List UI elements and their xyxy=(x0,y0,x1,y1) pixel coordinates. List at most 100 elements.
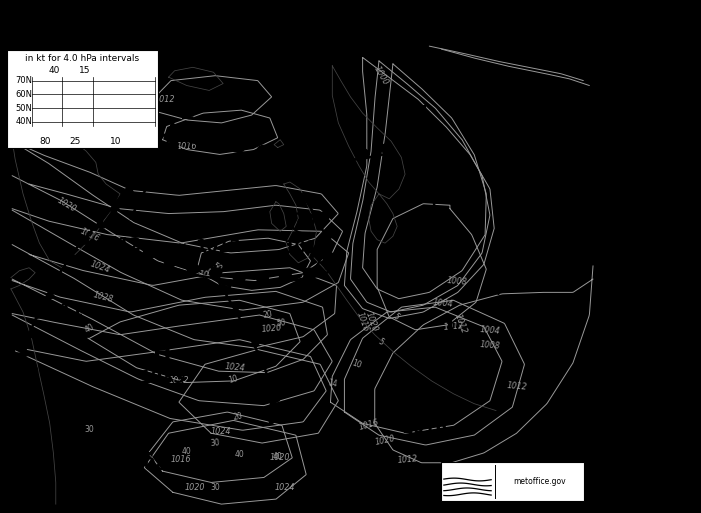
Text: 1016: 1016 xyxy=(170,456,191,464)
Polygon shape xyxy=(139,193,149,203)
Polygon shape xyxy=(433,227,442,236)
Text: 1020: 1020 xyxy=(198,270,220,281)
Text: H: H xyxy=(509,75,528,95)
Text: metoffice.gov: metoffice.gov xyxy=(513,478,566,486)
Circle shape xyxy=(282,148,294,158)
Text: 50: 50 xyxy=(210,261,224,274)
Polygon shape xyxy=(136,166,146,175)
Circle shape xyxy=(357,149,369,159)
Text: L: L xyxy=(370,462,384,482)
Bar xyxy=(7,50,158,148)
Text: 15: 15 xyxy=(79,66,90,75)
Polygon shape xyxy=(170,123,179,132)
Circle shape xyxy=(187,264,199,273)
Text: 10: 10 xyxy=(109,137,121,146)
Text: 30: 30 xyxy=(210,483,220,492)
Circle shape xyxy=(257,273,268,283)
Text: 1004: 1004 xyxy=(430,341,477,359)
Text: 40: 40 xyxy=(235,450,245,459)
Text: 1009: 1009 xyxy=(164,127,210,145)
Text: 80: 80 xyxy=(39,137,50,146)
Text: 1010: 1010 xyxy=(283,239,329,257)
Text: in kt for 4.0 hPa intervals: in kt for 4.0 hPa intervals xyxy=(25,54,139,64)
Text: 1008: 1008 xyxy=(479,340,501,351)
Text: 40N: 40N xyxy=(15,117,33,127)
Text: L: L xyxy=(339,432,353,452)
Polygon shape xyxy=(429,246,438,256)
Text: 70N: 70N xyxy=(15,76,33,85)
Polygon shape xyxy=(36,309,46,319)
Text: 1020: 1020 xyxy=(363,311,379,333)
Text: 1012: 1012 xyxy=(155,95,175,104)
Circle shape xyxy=(184,131,196,142)
Polygon shape xyxy=(251,339,261,348)
Text: L: L xyxy=(512,248,526,268)
Circle shape xyxy=(381,144,393,153)
Text: 1008: 1008 xyxy=(354,487,400,505)
Circle shape xyxy=(257,145,269,155)
Bar xyxy=(442,462,584,501)
Polygon shape xyxy=(517,209,527,219)
Text: L: L xyxy=(299,214,313,234)
Polygon shape xyxy=(27,329,37,339)
Text: 1020: 1020 xyxy=(270,453,290,462)
Text: 1008: 1008 xyxy=(447,276,468,287)
Text: 1012: 1012 xyxy=(95,235,142,253)
Polygon shape xyxy=(212,267,222,276)
Polygon shape xyxy=(430,188,441,197)
Polygon shape xyxy=(95,220,105,228)
Polygon shape xyxy=(503,270,512,279)
Polygon shape xyxy=(271,395,280,405)
Text: L: L xyxy=(137,431,151,451)
Polygon shape xyxy=(435,207,443,217)
Text: 20: 20 xyxy=(232,412,243,422)
Polygon shape xyxy=(7,430,15,440)
Circle shape xyxy=(132,212,144,222)
Polygon shape xyxy=(521,188,529,198)
Polygon shape xyxy=(241,321,251,330)
Circle shape xyxy=(166,142,178,152)
Circle shape xyxy=(304,268,315,278)
Text: 10: 10 xyxy=(350,359,362,370)
Polygon shape xyxy=(522,167,531,177)
Text: 14: 14 xyxy=(327,379,338,389)
Text: 1024: 1024 xyxy=(211,427,231,436)
Text: 20: 20 xyxy=(262,310,273,320)
Text: L: L xyxy=(111,211,125,231)
Text: 1024: 1024 xyxy=(275,483,295,492)
Circle shape xyxy=(280,271,292,281)
Text: 1008: 1008 xyxy=(121,456,168,473)
Polygon shape xyxy=(79,236,90,244)
Text: L: L xyxy=(538,332,552,352)
Text: 50N: 50N xyxy=(15,104,33,113)
Circle shape xyxy=(143,249,155,259)
Text: 5: 5 xyxy=(376,337,385,347)
Text: 1020: 1020 xyxy=(185,483,205,492)
Polygon shape xyxy=(109,203,120,211)
Text: 1032: 1032 xyxy=(169,376,189,385)
Polygon shape xyxy=(523,147,531,156)
Circle shape xyxy=(233,272,245,282)
Polygon shape xyxy=(15,368,25,378)
Text: 1011: 1011 xyxy=(38,302,83,320)
Polygon shape xyxy=(221,285,231,294)
Text: 1020: 1020 xyxy=(261,323,283,333)
Polygon shape xyxy=(270,415,278,425)
Text: 1012: 1012 xyxy=(397,455,418,465)
Circle shape xyxy=(210,268,222,279)
Polygon shape xyxy=(55,271,65,280)
Text: 1016: 1016 xyxy=(402,419,447,437)
Text: 30: 30 xyxy=(85,425,95,434)
Text: 50: 50 xyxy=(276,319,287,328)
Text: 1012: 1012 xyxy=(443,322,464,332)
Text: 30: 30 xyxy=(210,438,221,448)
Circle shape xyxy=(317,212,329,222)
Polygon shape xyxy=(422,265,432,275)
Text: 60: 60 xyxy=(205,266,217,279)
Circle shape xyxy=(233,142,245,152)
Text: 1016: 1016 xyxy=(355,311,370,333)
Text: 40: 40 xyxy=(273,452,283,461)
Text: 1004: 1004 xyxy=(479,325,501,336)
Text: 1010: 1010 xyxy=(0,364,39,382)
Polygon shape xyxy=(325,232,333,242)
